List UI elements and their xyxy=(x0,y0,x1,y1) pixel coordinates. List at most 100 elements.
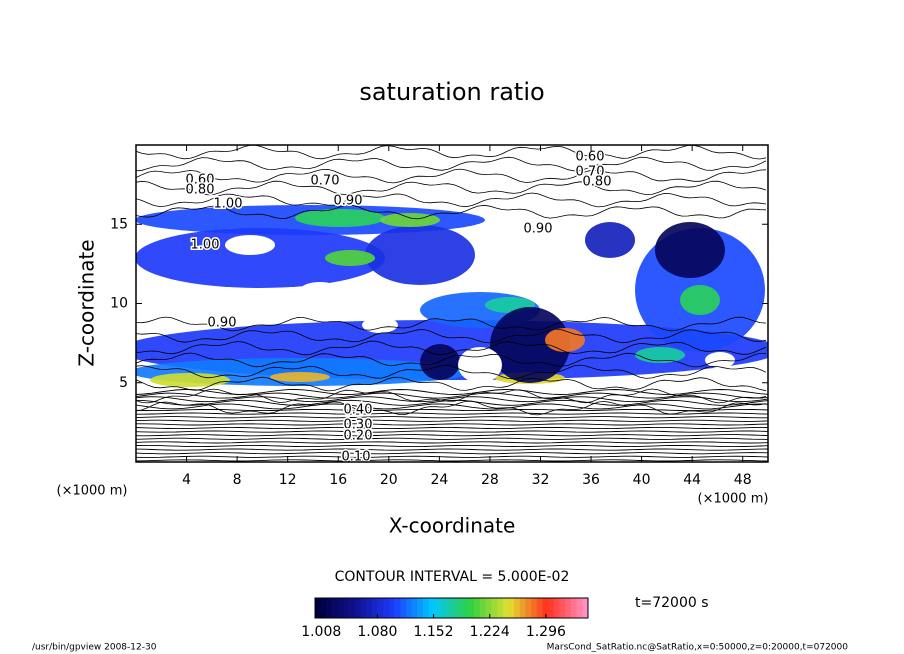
contour-line xyxy=(136,192,767,208)
colorbar-stripe xyxy=(371,598,378,618)
time-label: t=72000 s xyxy=(635,595,709,611)
contour-line xyxy=(136,441,768,444)
colorbar-stripe xyxy=(542,598,549,618)
colorbar-stripe xyxy=(576,598,583,618)
contour-line xyxy=(136,364,767,380)
colorbar-stripe xyxy=(377,598,384,618)
colorbar-stripe xyxy=(383,598,390,618)
colorbar-stripe xyxy=(411,598,418,618)
colorbar-stripe xyxy=(582,598,589,618)
colorbar-stripe xyxy=(502,598,509,618)
colorbar-tick-label: 1.296 xyxy=(526,624,566,640)
colorbar-tick-label: 1.080 xyxy=(357,624,397,640)
field-hole xyxy=(300,282,340,298)
colorbar-stripe xyxy=(485,598,492,618)
x-tick-label: 40 xyxy=(633,472,651,488)
colorbar-stripe xyxy=(479,598,486,618)
colorbar-stripe xyxy=(548,598,555,618)
field-hole xyxy=(362,317,398,333)
contour-line xyxy=(136,399,768,406)
contour-line xyxy=(136,396,768,403)
field-patch xyxy=(680,285,720,315)
colorbar-stripe xyxy=(457,598,464,618)
contour-line xyxy=(136,400,767,416)
colorbar-stripe xyxy=(417,598,424,618)
contour-label: 1.00 xyxy=(191,238,220,253)
field-hole xyxy=(458,347,502,383)
x-tick-label: 48 xyxy=(734,472,752,488)
field-patch xyxy=(295,209,385,227)
colorbar-stripe xyxy=(354,598,361,618)
field-hole xyxy=(225,235,275,255)
field-patch xyxy=(270,372,330,382)
contour-line xyxy=(136,448,768,451)
colorbar-stripe xyxy=(497,598,503,618)
x-tick-label: 16 xyxy=(329,472,347,488)
colorbar-stripe xyxy=(440,598,447,618)
colorbar-stripe xyxy=(519,598,526,618)
contour-line xyxy=(136,352,766,368)
colorbar-tick-label: 1.224 xyxy=(470,624,510,640)
field-patch xyxy=(380,213,440,227)
contour-label: 0.60 xyxy=(576,150,605,165)
colorbar-stripe xyxy=(337,598,344,618)
colorbar-stripe xyxy=(349,598,356,618)
contour-label: 0.80 xyxy=(583,175,612,190)
colorbar-stripe xyxy=(400,598,407,618)
contour-label: 0.80 xyxy=(186,183,215,198)
contour-interval: CONTOUR INTERVAL = 5.000E-02 xyxy=(335,569,570,585)
x-tick-label: 24 xyxy=(430,472,448,488)
y-axis-label: Z-coordinate xyxy=(75,239,99,366)
colorbar-stripe xyxy=(514,598,521,618)
contour-label: 0.10 xyxy=(342,450,371,465)
contour-label: 0.90 xyxy=(208,316,237,331)
contour-line xyxy=(136,416,768,419)
field-patch xyxy=(365,225,475,285)
colorbar-stripe xyxy=(468,598,475,618)
colorbar-stripe xyxy=(320,598,327,618)
x-unit-right: (×1000 m) xyxy=(698,492,769,507)
colorbar-stripe xyxy=(565,598,572,618)
colorbar-stripe xyxy=(531,598,538,618)
contour-label: 1.00 xyxy=(214,197,243,212)
contour-label: 0.40 xyxy=(344,403,373,418)
contour-line xyxy=(136,434,768,437)
colorbar-stripe xyxy=(445,598,452,618)
contour-line xyxy=(136,455,768,458)
footer-left: /usr/bin/gpview 2008-12-30 xyxy=(32,643,157,653)
colorbar-stripe xyxy=(474,598,481,618)
field-patch xyxy=(325,250,375,266)
contour-line xyxy=(136,426,768,430)
colorbar-tick-label: 1.152 xyxy=(414,624,454,640)
colorbar-stripe xyxy=(394,598,401,618)
x-tick-label: 4 xyxy=(182,472,191,488)
contour-line xyxy=(136,145,767,160)
y-tick-label: 15 xyxy=(110,216,128,232)
contour-line xyxy=(136,328,767,344)
contour-line xyxy=(136,423,768,426)
contour-label: 0.70 xyxy=(311,174,340,189)
colorbar-stripe xyxy=(366,598,373,618)
colorbar-stripe xyxy=(332,598,339,618)
x-tick-label: 28 xyxy=(481,472,499,488)
contour-line xyxy=(136,430,768,433)
y-tick-label: 5 xyxy=(119,375,128,391)
colorbar-stripe xyxy=(406,598,412,618)
x-tick-label: 20 xyxy=(380,472,398,488)
colorbar-tick-label: 1.008 xyxy=(301,624,341,640)
contour-label: 0.90 xyxy=(334,194,363,209)
contour-line xyxy=(136,408,768,412)
colorbar-stripe xyxy=(360,598,367,618)
contour-line xyxy=(136,388,767,404)
footer-right: MarsCond_SatRatio.nc@SatRatio,x=0:50000,… xyxy=(547,643,849,653)
colorbar-frame xyxy=(314,597,589,619)
colorbar-stripe xyxy=(315,598,321,618)
colorbar-stripe xyxy=(388,598,395,618)
y-tick-label: 10 xyxy=(110,296,128,312)
contour-line xyxy=(136,459,768,462)
field-patch xyxy=(136,228,385,288)
colorbar-stripe xyxy=(536,598,543,618)
x-tick-label: 44 xyxy=(683,472,701,488)
colorbar-stripe xyxy=(491,598,498,618)
